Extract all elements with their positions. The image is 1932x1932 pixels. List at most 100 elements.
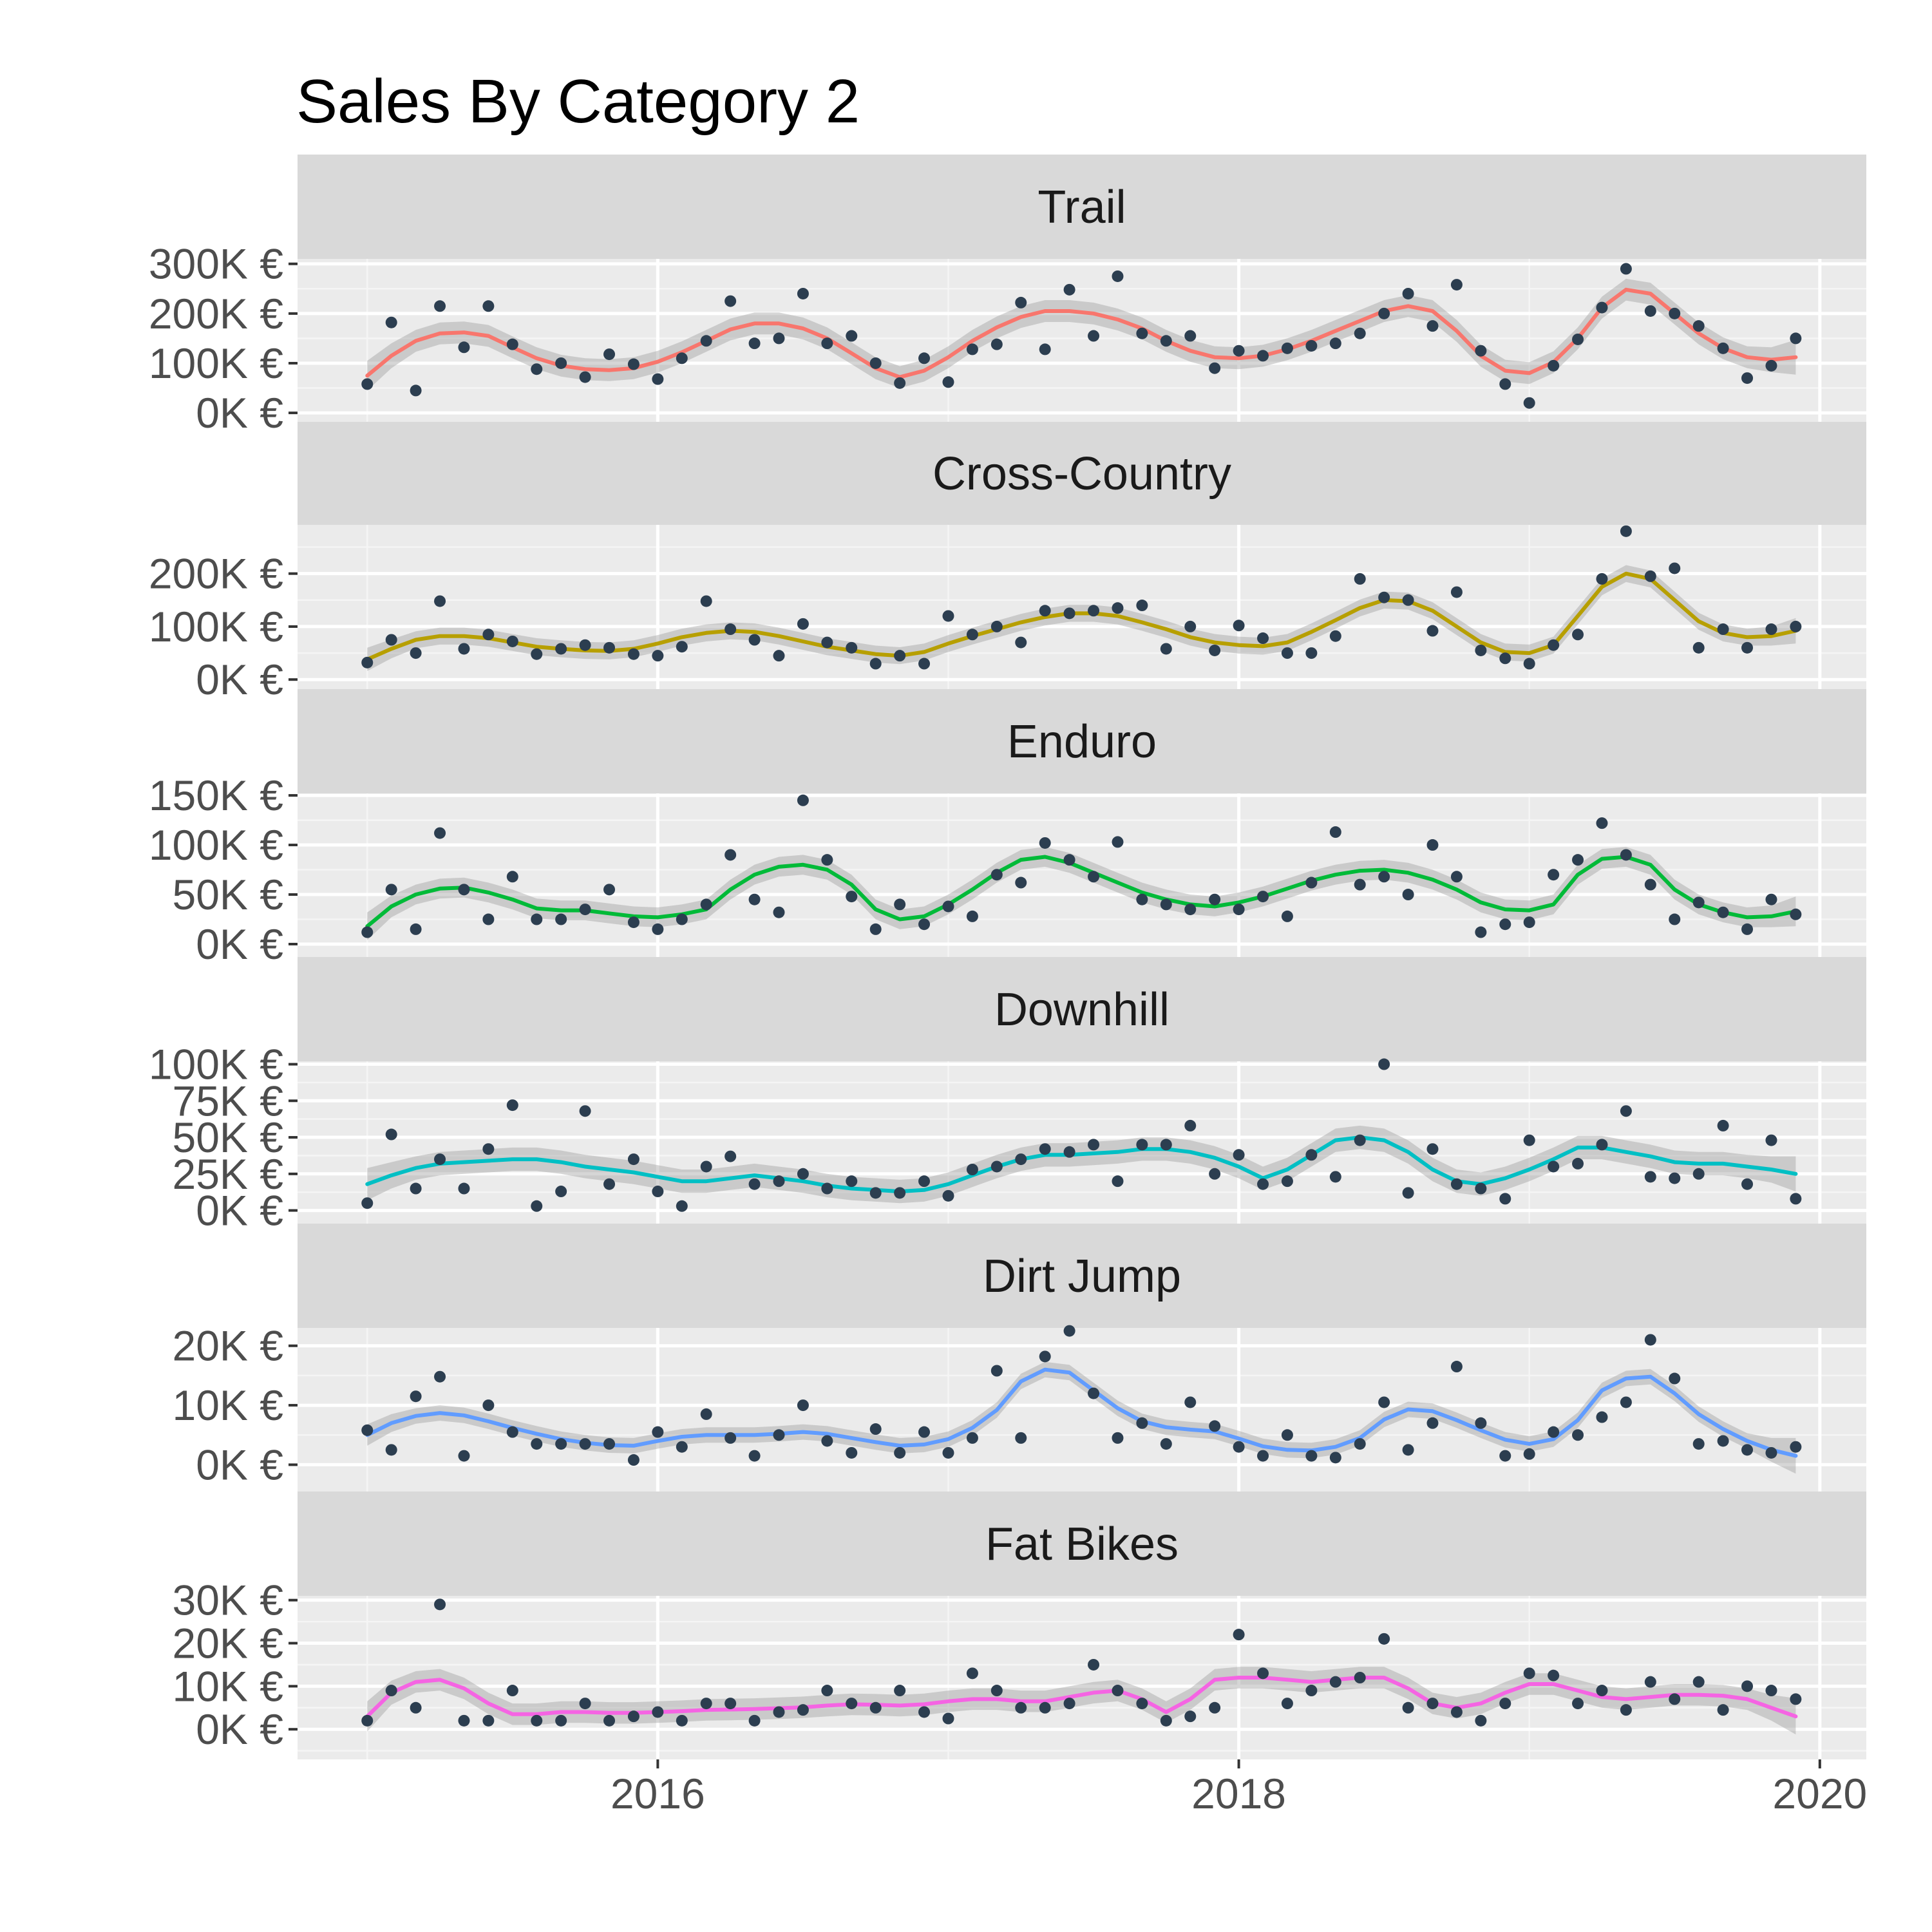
data-point <box>1499 378 1511 390</box>
data-point <box>627 358 639 370</box>
confidence-band <box>367 847 1796 940</box>
data-point <box>724 1432 737 1444</box>
data-point <box>1475 345 1487 357</box>
x-tick-label: 2020 <box>1772 1770 1867 1817</box>
y-tick-label: 100K € <box>149 603 283 650</box>
data-point <box>1644 305 1656 317</box>
facet-downhill: Downhill 0K €25K €50K €75K €100K € <box>149 957 1866 1235</box>
data-point <box>676 1441 688 1453</box>
data-point <box>627 916 639 929</box>
panel-background <box>298 525 1866 689</box>
data-point <box>1741 372 1754 384</box>
data-point <box>1354 1134 1366 1146</box>
data-point <box>1233 904 1245 916</box>
panel-background <box>298 1596 1866 1759</box>
data-point <box>385 316 397 328</box>
data-point <box>1426 1417 1439 1429</box>
confidence-band <box>367 1361 1796 1474</box>
data-point <box>458 1714 470 1727</box>
data-point <box>990 620 1003 632</box>
data-point <box>1378 1633 1390 1645</box>
data-point <box>410 1390 422 1403</box>
data-point <box>1281 1698 1293 1710</box>
data-point <box>1596 1411 1608 1423</box>
data-point <box>1523 1134 1535 1146</box>
data-point <box>1620 1105 1632 1117</box>
data-point <box>966 1667 978 1680</box>
data-point <box>434 1598 446 1611</box>
panel-background <box>298 1328 1866 1492</box>
data-point <box>1548 1426 1560 1438</box>
data-point <box>1717 342 1729 354</box>
data-point <box>1475 1182 1487 1195</box>
data-point <box>1233 1629 1245 1641</box>
data-point <box>1112 1432 1124 1444</box>
data-point <box>1354 878 1366 891</box>
data-point <box>1378 871 1390 883</box>
data-point <box>990 869 1003 881</box>
y-tick-label: 50K € <box>173 871 283 918</box>
data-point <box>1523 1448 1535 1460</box>
data-point <box>869 357 882 369</box>
data-point <box>1184 1396 1197 1408</box>
data-point <box>797 1704 809 1716</box>
smooth-line <box>365 1676 1798 1719</box>
data-point <box>1548 1160 1560 1173</box>
data-point <box>724 849 737 861</box>
data-point <box>1088 1658 1100 1671</box>
data-point <box>1717 1119 1729 1132</box>
data-point <box>458 884 470 896</box>
data-point <box>1039 1143 1051 1155</box>
x-tick-label: 2016 <box>611 1770 705 1817</box>
data-point <box>652 650 664 662</box>
data-point <box>748 1178 761 1190</box>
data-point <box>458 643 470 655</box>
data-point <box>458 1450 470 1462</box>
data-point <box>506 338 518 350</box>
data-point <box>1160 1139 1172 1151</box>
data-point <box>531 648 543 660</box>
confidence-band <box>367 278 1796 391</box>
data-point <box>603 641 616 654</box>
data-point <box>918 1426 931 1438</box>
data-point <box>1669 1172 1681 1184</box>
facet-strip-label: Enduro <box>1007 716 1157 768</box>
data-point <box>627 1454 639 1466</box>
data-point <box>1644 1676 1656 1688</box>
y-tick-label: 75K € <box>173 1077 283 1124</box>
data-point <box>1136 600 1148 612</box>
data-point <box>1692 1168 1705 1180</box>
data-point <box>1499 918 1511 931</box>
data-point <box>1717 1704 1729 1716</box>
data-point <box>894 1187 906 1199</box>
data-point <box>434 300 446 312</box>
data-point <box>1257 350 1269 362</box>
data-point <box>555 1714 567 1727</box>
data-point <box>1378 591 1390 603</box>
data-point <box>1063 1698 1075 1710</box>
data-point <box>434 827 446 839</box>
y-tick-label: 0K € <box>196 1187 283 1235</box>
data-point <box>1209 1168 1221 1180</box>
x-tick-label: 2018 <box>1191 1770 1286 1817</box>
confidence-band <box>367 565 1796 671</box>
data-point <box>385 634 397 646</box>
data-point <box>1572 1698 1584 1710</box>
data-point <box>773 1175 785 1188</box>
data-point <box>1572 629 1584 641</box>
data-point <box>627 648 639 660</box>
data-point <box>918 658 931 670</box>
data-point <box>361 926 374 938</box>
data-point <box>990 1365 1003 1377</box>
data-point <box>942 610 954 622</box>
data-point <box>1136 327 1148 339</box>
data-point <box>676 352 688 365</box>
data-point <box>603 1714 616 1727</box>
data-point <box>603 348 616 361</box>
data-point <box>1136 1139 1148 1151</box>
data-point <box>1354 1672 1366 1683</box>
data-point <box>385 1444 397 1456</box>
data-point <box>1620 263 1632 275</box>
data-point <box>555 1438 567 1450</box>
